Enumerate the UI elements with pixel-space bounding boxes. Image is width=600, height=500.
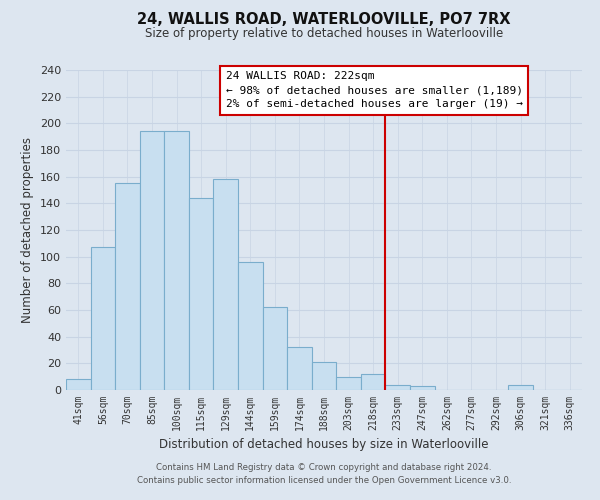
Text: 24 WALLIS ROAD: 222sqm
← 98% of detached houses are smaller (1,189)
2% of semi-d: 24 WALLIS ROAD: 222sqm ← 98% of detached… [226,72,523,110]
Text: Contains HM Land Registry data © Crown copyright and database right 2024.
Contai: Contains HM Land Registry data © Crown c… [137,464,511,485]
Bar [410,386,434,390]
Bar [238,262,263,390]
Bar [336,376,361,390]
Bar [385,384,410,390]
Bar [115,184,140,390]
Bar [361,374,385,390]
Bar [214,180,238,390]
Text: 24, WALLIS ROAD, WATERLOOVILLE, PO7 7RX: 24, WALLIS ROAD, WATERLOOVILLE, PO7 7RX [137,12,511,28]
Bar [140,132,164,390]
Bar [263,308,287,390]
Y-axis label: Number of detached properties: Number of detached properties [22,137,34,323]
Text: Size of property relative to detached houses in Waterlooville: Size of property relative to detached ho… [145,28,503,40]
Bar [66,380,91,390]
Bar [508,384,533,390]
Bar [287,348,312,390]
X-axis label: Distribution of detached houses by size in Waterlooville: Distribution of detached houses by size … [159,438,489,452]
Bar [189,198,214,390]
Bar [164,132,189,390]
Bar [91,248,115,390]
Bar [312,362,336,390]
